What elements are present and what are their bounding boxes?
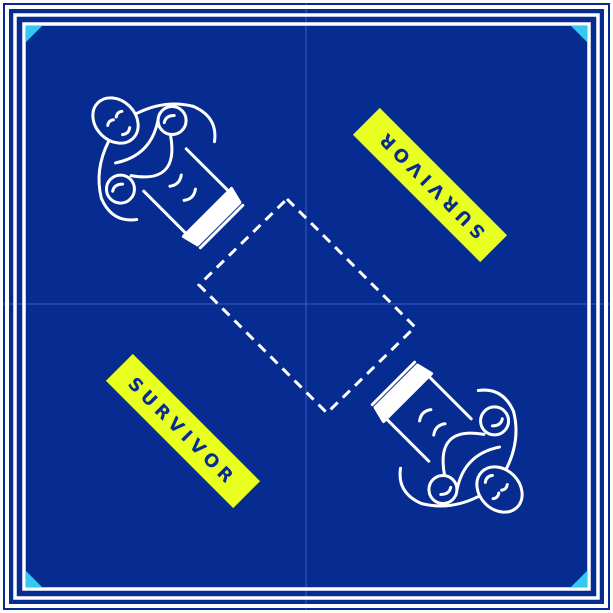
inner-rope [22, 22, 591, 591]
ring-ropes [5, 5, 608, 608]
turnbuckle-bottom-left [26, 571, 42, 587]
turnbuckles [26, 26, 587, 587]
outer-rope [5, 5, 608, 608]
center-marker-square [196, 196, 418, 416]
middle-rope [13, 13, 600, 600]
banner-background [352, 107, 508, 263]
banner-background [105, 353, 261, 509]
turnbuckle-top-left [26, 26, 42, 42]
turnbuckle-bottom-right [571, 571, 587, 587]
turnbuckle-top-right [571, 26, 587, 42]
